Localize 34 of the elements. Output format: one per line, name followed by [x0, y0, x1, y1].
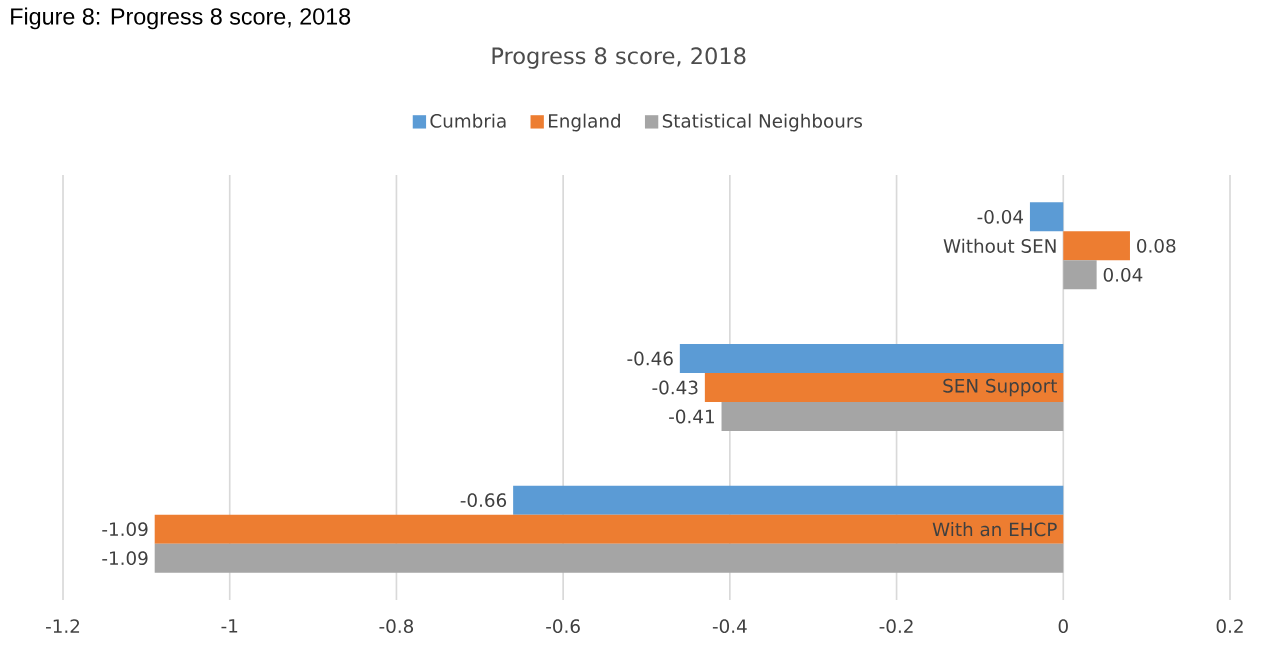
- legend-label: Cumbria: [430, 113, 506, 128]
- bar: [154, 543, 1064, 573]
- data-label: -0.41: [669, 409, 714, 424]
- bar: [1063, 231, 1130, 261]
- x-tick-label: -1.2: [46, 619, 80, 633]
- bar: [1029, 202, 1064, 232]
- bar: [721, 402, 1064, 431]
- legend-label: Statistical Neighbours: [662, 113, 863, 132]
- y-tick-label: SEN Support: [943, 378, 1057, 397]
- bar: [704, 372, 1064, 402]
- data-label: -1.09: [102, 522, 148, 537]
- bar: [154, 514, 1064, 544]
- x-tick-label: -0.8: [379, 619, 414, 634]
- x-tick-label: 0.2: [1216, 619, 1243, 634]
- bar: [1063, 260, 1097, 290]
- x-tick-label: 0: [1058, 619, 1068, 634]
- y-tick-label: With an EHCP: [932, 522, 1057, 537]
- x-tick-label: -0.4: [712, 619, 747, 634]
- legend-label: England: [548, 113, 620, 132]
- data-label: -0.43: [652, 380, 698, 395]
- bar: [513, 485, 1064, 515]
- data-label: -0.04: [977, 209, 1024, 224]
- x-tick-label: -0.2: [879, 619, 913, 634]
- x-tick-label: -1: [221, 619, 238, 633]
- chart-title: Progress 8 score, 2018: [492, 47, 746, 69]
- data-label: -0.66: [460, 493, 507, 508]
- x-tick-label: -0.6: [546, 619, 580, 634]
- caption: Figure 8: Progress 8 score, 2018: [11, 7, 351, 30]
- y-tick-label: Without SEN: [943, 238, 1056, 253]
- data-label: -0.46: [627, 351, 673, 366]
- bar: [679, 343, 1064, 373]
- data-label: 0.08: [1137, 238, 1176, 253]
- data-label: -1.09: [102, 551, 148, 566]
- data-label: 0.04: [1103, 267, 1143, 282]
